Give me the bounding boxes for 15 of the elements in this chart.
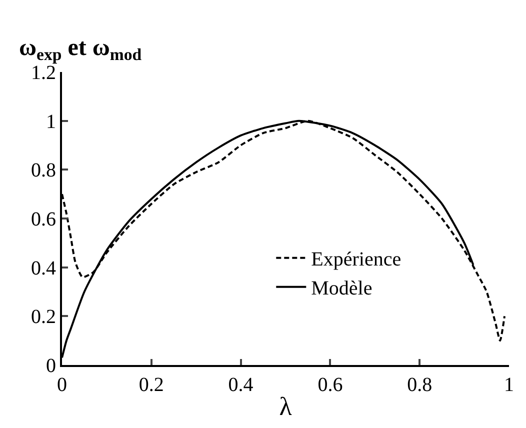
- y-tick-label: 1: [46, 110, 56, 133]
- y-tick-label: 0: [46, 355, 56, 377]
- legend-label: Expérience: [311, 248, 402, 271]
- x-tick-label: 0.6: [318, 374, 343, 396]
- legend-label: Modèle: [311, 278, 372, 300]
- y-axis-title: ω$_{exp}$ et ω$_{mod}$: [19, 35, 142, 64]
- x-tick-label: 1: [504, 374, 514, 396]
- y-tick-label: 0.8: [31, 160, 56, 182]
- x-tick-label: 0.8: [407, 374, 432, 396]
- x-axis-title: λ: [279, 392, 292, 422]
- y-tick-label: 0.2: [31, 306, 56, 328]
- y-tick-label: 0.6: [31, 208, 56, 230]
- x-tick-label: 0.4: [228, 374, 254, 396]
- x-tick-label: 0.2: [138, 374, 164, 396]
- y-tick-label: 0.4: [31, 257, 56, 280]
